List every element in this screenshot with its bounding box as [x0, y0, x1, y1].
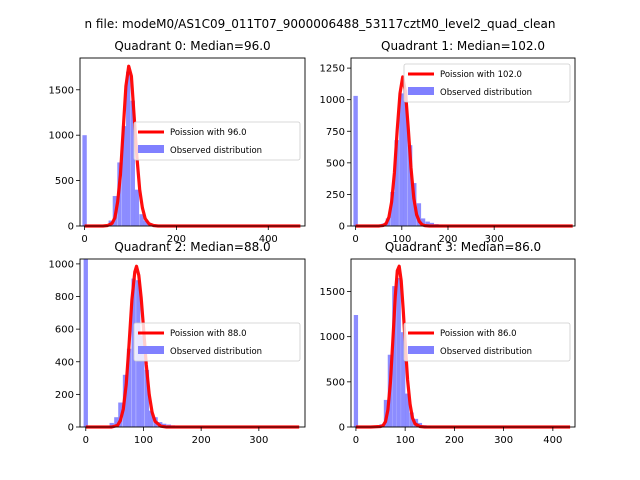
chart-quadrant-2: 0 100 200 300 0 200 400 600 800 1000 Quadrant 2: M… — [49, 240, 306, 446]
x-tick-label: 300 — [494, 435, 513, 446]
y-tick-label: 1000 — [49, 259, 74, 270]
legend: Poission with 86.0 Observed distribution — [403, 322, 571, 362]
y-tick-label: 200 — [55, 390, 74, 401]
histogram-bar — [425, 221, 430, 226]
axes-frame — [79, 258, 306, 428]
histogram-bar — [82, 135, 87, 226]
legend-bar-swatch — [138, 346, 164, 354]
histogram-bar — [392, 286, 397, 427]
axes-frame — [350, 258, 576, 428]
y-tick-label: 1500 — [49, 85, 74, 96]
legend-label: Poission with 96.0 — [170, 128, 247, 138]
legend-label: Poission with 102.0 — [440, 70, 522, 80]
histogram-bar — [134, 189, 140, 226]
histogram-bar — [396, 277, 401, 427]
axes-frame — [79, 57, 306, 227]
histogram-bar — [126, 348, 132, 427]
histogram-bar — [140, 335, 145, 427]
axes-title: Quadrant 2: Median=88.0 — [114, 240, 270, 254]
x-tick-label: 100 — [396, 435, 415, 446]
x-tick-label: 200 — [167, 234, 186, 245]
legend-bar-swatch — [138, 145, 164, 153]
y-tick-label: 0 — [68, 222, 74, 233]
legend-label: Poission with 86.0 — [440, 329, 517, 339]
x-tick-label: 200 — [438, 234, 457, 245]
y-tick-label: 500 — [326, 158, 345, 169]
y-tick-label: 500 — [326, 377, 345, 388]
x-tick-label: 0 — [353, 435, 359, 446]
histogram-bar — [143, 220, 148, 226]
histogram-bar — [394, 140, 399, 226]
y-tick-label: 1000 — [320, 332, 345, 343]
figure-suptitle: n file: modeM0/AS1C09_011T07_9000006488_… — [85, 17, 556, 31]
chart-quadrant-3: 0 100 200 300 400 0 500 1000 1500 Quadrant 3: Med… — [320, 240, 576, 446]
x-tick-label: 400 — [543, 435, 562, 446]
histogram-bar — [401, 332, 406, 427]
y-tick-label: 0 — [339, 222, 345, 233]
x-tick-label: 0 — [352, 234, 358, 245]
y-tick-label: 1000 — [320, 95, 345, 106]
y-tick-label: 250 — [326, 190, 345, 201]
legend-box — [403, 322, 571, 362]
legend-label: Observed distribution — [440, 88, 532, 98]
histogram-bar — [148, 410, 154, 427]
y-tick-label: 1250 — [320, 64, 345, 75]
histogram-bar — [420, 218, 426, 226]
legend: Poission with 96.0 Observed distribution — [133, 121, 301, 161]
legend-label: Poission with 88.0 — [170, 329, 247, 339]
histogram-bar — [399, 93, 404, 226]
histogram-bar — [407, 145, 413, 226]
axes-title: Quadrant 3: Median=86.0 — [385, 240, 541, 254]
y-tick-label: 600 — [55, 325, 74, 336]
legend-bar-swatch — [408, 346, 434, 354]
axes-frame — [350, 57, 576, 227]
chart-quadrant-1: 0 100 200 300 0 250 500 750 1000 1250 Quadrant 1: … — [320, 39, 576, 245]
y-tick-label: 750 — [326, 127, 345, 138]
histogram-bar — [114, 417, 119, 427]
poisson-line — [85, 264, 300, 429]
histogram-bar — [130, 100, 135, 226]
y-tick-label: 400 — [55, 357, 74, 368]
histogram-bar — [403, 89, 408, 226]
histogram-bar — [121, 126, 127, 226]
legend-box — [133, 121, 301, 161]
x-tick-label: 0 — [81, 234, 87, 245]
legend: Poission with 102.0 Observed distribution — [403, 63, 571, 103]
legend-label: Observed distribution — [170, 146, 262, 156]
histogram-bar — [353, 95, 358, 226]
histogram-bar — [109, 422, 114, 427]
x-tick-label: 200 — [192, 435, 211, 446]
y-tick-label: 1000 — [49, 131, 74, 142]
axes-title: Quadrant 1: Median=102.0 — [381, 39, 545, 53]
x-tick-label: 100 — [392, 234, 411, 245]
histogram-bar — [390, 191, 395, 226]
chart-quadrant-0: 0 200 400 0 500 1000 1500 Quadrant 0: Median=96… — [49, 39, 306, 245]
x-tick-label: 300 — [249, 435, 268, 446]
histogram-bar — [404, 393, 410, 427]
legend-label: Observed distribution — [170, 347, 262, 357]
x-tick-label: 200 — [445, 435, 464, 446]
y-tick-label: 1500 — [320, 287, 345, 298]
histogram-bar — [416, 203, 422, 226]
legend-label: Observed distribution — [440, 347, 532, 357]
histogram-bar — [83, 259, 88, 427]
histogram-bar — [126, 71, 131, 227]
x-tick-label: 300 — [485, 234, 504, 245]
histogram-bar — [139, 214, 144, 226]
y-tick-label: 0 — [68, 423, 74, 434]
legend-box — [403, 63, 571, 103]
legend: Poission with 88.0 Observed distribution — [133, 322, 301, 362]
legend-box — [133, 322, 301, 362]
y-tick-label: 0 — [339, 423, 345, 434]
y-tick-label: 800 — [55, 292, 74, 303]
histogram-bar — [353, 315, 359, 427]
x-tick-label: 0 — [83, 435, 89, 446]
axes-title: Quadrant 0: Median=96.0 — [114, 39, 270, 53]
legend-bar-swatch — [408, 87, 434, 95]
y-tick-label: 500 — [55, 176, 74, 187]
x-tick-label: 100 — [134, 435, 153, 446]
x-tick-label: 400 — [259, 234, 278, 245]
histogram-bar — [144, 369, 150, 427]
